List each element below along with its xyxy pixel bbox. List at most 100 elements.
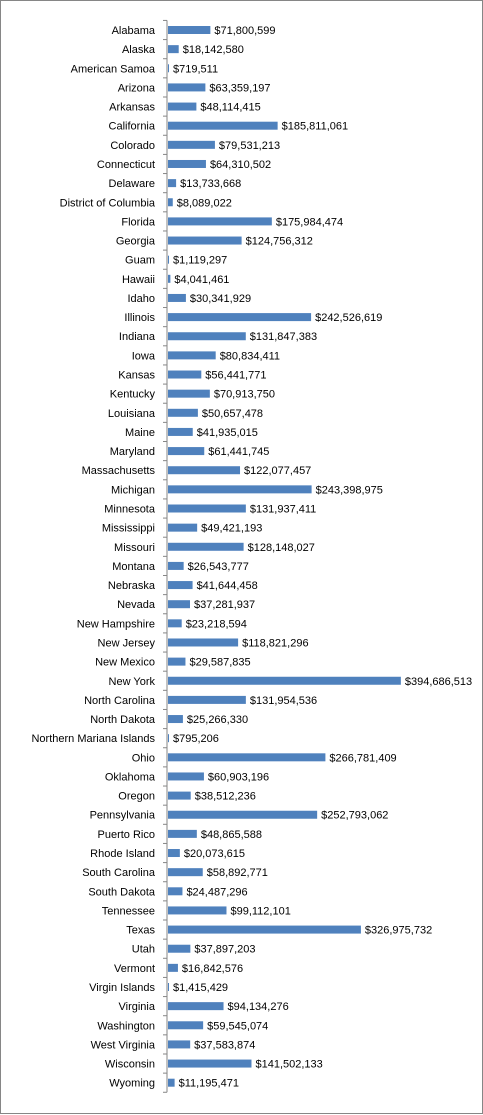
data-label: $71,800,599 <box>214 25 275 37</box>
data-label: $79,531,213 <box>219 140 280 152</box>
data-label: $80,834,411 <box>220 350 280 362</box>
category-label: Illinois <box>124 312 155 324</box>
data-label: $48,114,415 <box>200 102 260 114</box>
bar <box>168 198 173 207</box>
bar <box>168 542 244 551</box>
category-label: New Mexico <box>95 657 155 669</box>
axis-layer <box>163 19 168 1093</box>
bar <box>168 1059 252 1068</box>
category-label: Northern Mariana Islands <box>31 733 155 745</box>
category-label: Alabama <box>112 25 156 37</box>
category-label: Wyoming <box>109 1078 155 1090</box>
category-label: Missouri <box>114 542 155 554</box>
category-label: Wisconsin <box>105 1059 155 1071</box>
category-label: Puerto Rico <box>98 829 155 841</box>
bar <box>168 715 183 724</box>
category-label: Guam <box>125 255 155 267</box>
category-label: Montana <box>112 561 156 573</box>
category-label: Idaho <box>127 293 155 305</box>
bar <box>168 695 246 704</box>
bar <box>168 581 193 590</box>
category-label: Oklahoma <box>105 771 156 783</box>
bar <box>168 332 246 341</box>
data-label: $4,041,461 <box>174 274 229 286</box>
category-label: North Carolina <box>84 695 156 707</box>
category-label: North Dakota <box>90 714 156 726</box>
category-label: Tennessee <box>102 905 155 917</box>
category-label: Texas <box>126 925 155 937</box>
category-label: Arkansas <box>109 102 155 114</box>
bar <box>168 236 242 245</box>
bars <box>168 26 401 1087</box>
data-label: $1,415,429 <box>173 982 228 994</box>
category-label: Louisiana <box>108 408 156 420</box>
bar <box>168 868 203 877</box>
bar <box>168 217 272 226</box>
bar <box>168 523 198 532</box>
bar <box>168 810 318 819</box>
category-label: American Samoa <box>71 63 156 75</box>
data-label: $8,089,022 <box>177 197 232 209</box>
data-labels: $71,800,599 $18,142,580 $719,511 $63,359,19… <box>173 25 472 1090</box>
data-label: $37,281,937 <box>194 599 255 611</box>
category-label: Virgin Islands <box>89 982 155 994</box>
data-label: $94,134,276 <box>228 1001 289 1013</box>
data-label: $63,359,197 <box>209 82 270 94</box>
data-label: $29,587,835 <box>189 657 250 669</box>
bar <box>168 389 210 398</box>
bar <box>168 83 206 92</box>
bar <box>168 1078 175 1087</box>
data-label: $99,112,101 <box>230 905 290 917</box>
bar <box>168 561 184 570</box>
data-label: $64,310,502 <box>210 159 271 171</box>
bar <box>168 485 312 494</box>
data-label: $37,897,203 <box>194 944 255 956</box>
data-label: $131,847,383 <box>250 331 317 343</box>
bar <box>168 676 401 685</box>
data-label: $11,195,471 <box>179 1078 239 1090</box>
data-label: $41,644,458 <box>197 580 258 592</box>
category-label: Hawaii <box>122 274 155 286</box>
data-label: $394,686,513 <box>405 676 472 688</box>
data-label: $30,341,929 <box>190 293 251 305</box>
data-label: $719,511 <box>173 63 218 75</box>
bar <box>168 447 205 456</box>
data-label: $59,545,074 <box>207 1020 268 1032</box>
data-label: $175,984,474 <box>276 216 343 228</box>
bar <box>168 466 241 475</box>
bar <box>168 408 198 417</box>
category-label: Virginia <box>119 1001 156 1013</box>
bar <box>168 26 211 34</box>
bar <box>168 887 183 896</box>
bar <box>168 657 186 666</box>
bar <box>168 1040 191 1049</box>
data-label: $185,811,061 <box>282 121 348 133</box>
category-label: Vermont <box>114 963 155 975</box>
data-label: $242,526,619 <box>315 312 382 324</box>
category-label: Delaware <box>109 178 155 190</box>
data-label: $58,892,771 <box>207 867 268 879</box>
bar <box>168 791 191 800</box>
bar <box>168 772 204 781</box>
data-label: $326,975,732 <box>365 925 432 937</box>
data-label: $16,842,576 <box>182 963 243 975</box>
category-label: New Hampshire <box>77 618 155 630</box>
bar <box>168 313 312 322</box>
category-label: Maryland <box>110 446 155 458</box>
category-label: Florida <box>121 216 156 228</box>
bar <box>168 102 197 111</box>
category-label: Indiana <box>119 331 156 343</box>
category-label: South Dakota <box>88 886 156 898</box>
bar <box>168 944 191 953</box>
bar <box>168 370 202 379</box>
data-label: $128,148,027 <box>248 542 315 554</box>
category-label: New Jersey <box>98 637 156 649</box>
bar <box>168 753 326 762</box>
data-label: $23,218,594 <box>186 618 247 630</box>
bar <box>168 351 216 360</box>
data-label: $243,398,975 <box>316 484 383 496</box>
bar <box>168 906 227 915</box>
bar <box>168 638 239 647</box>
data-label: $41,935,015 <box>197 427 258 439</box>
